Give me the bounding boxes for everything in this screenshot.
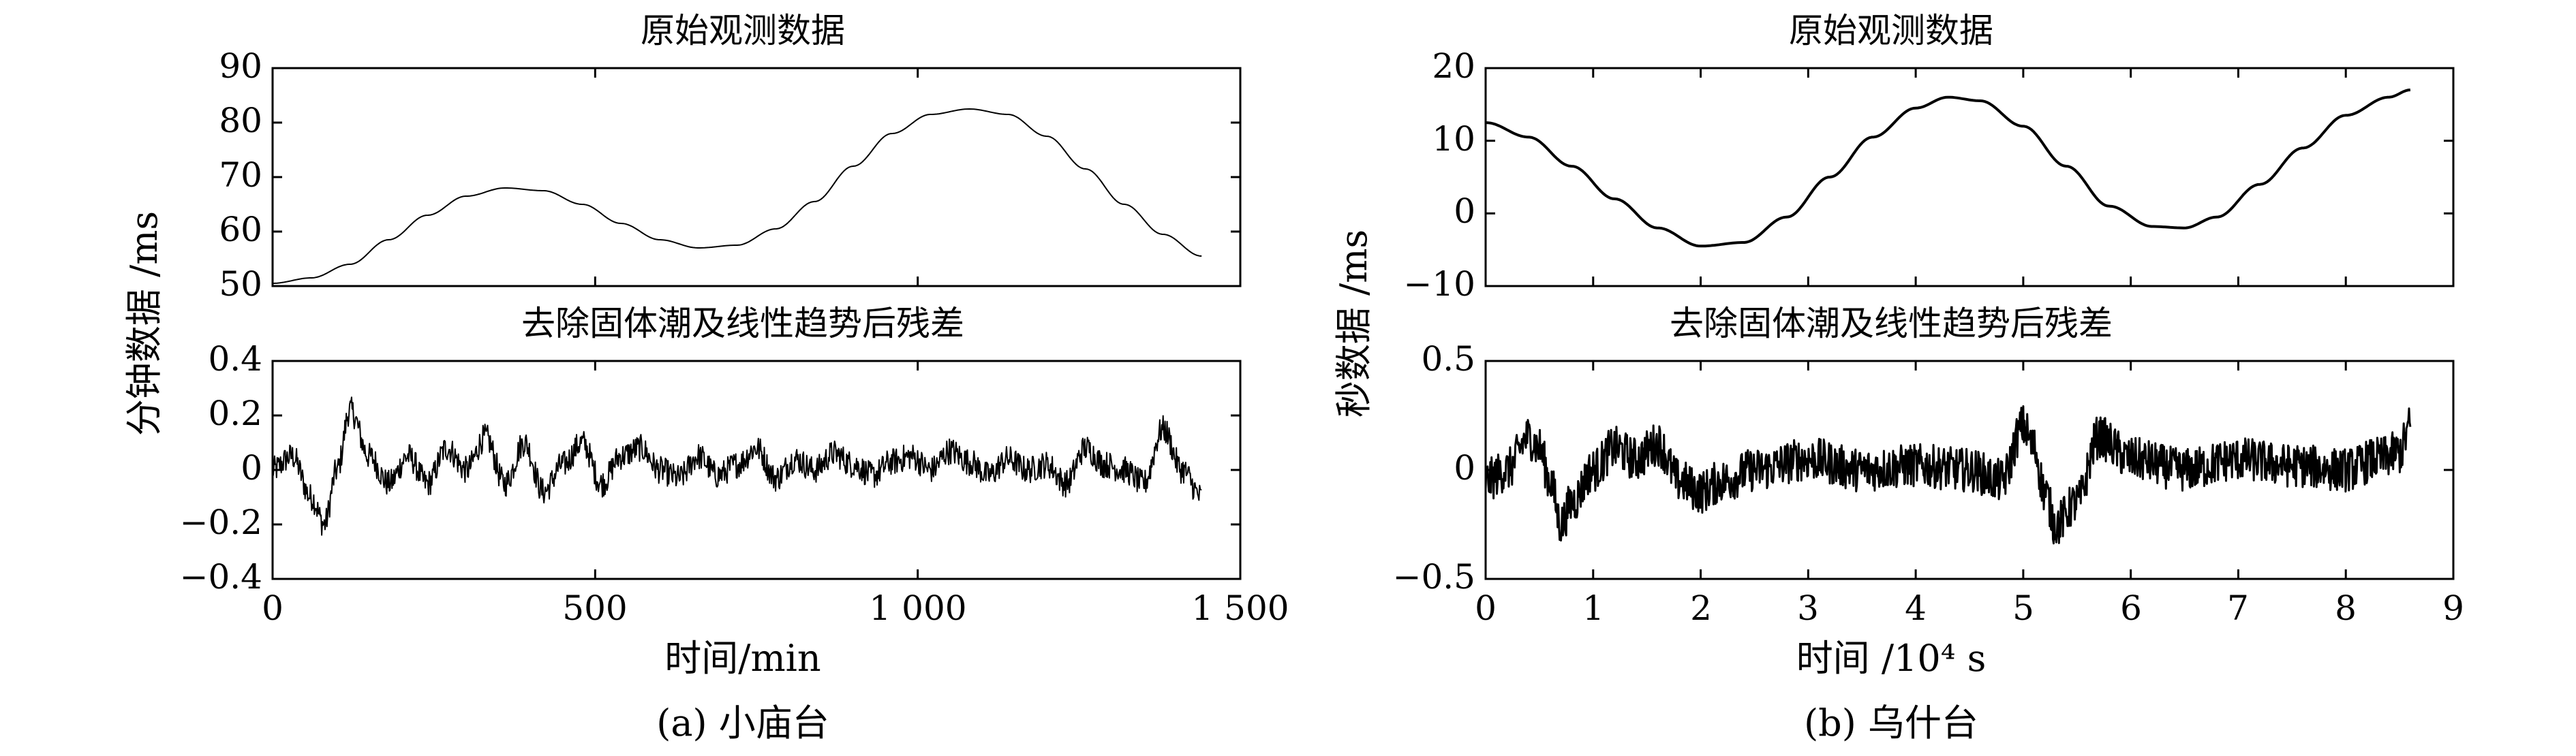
panel-a-bottom-ytick: 0 <box>241 448 262 488</box>
panel-a-top-ytick: 50 <box>219 264 262 304</box>
subfigure-b-ylabel: 秒数据 /ms <box>1332 230 1375 418</box>
panel-a-top-series-line <box>272 108 1202 284</box>
panel-b-top-ytick: 0 <box>1454 191 1475 231</box>
panel-b-top-ytick: 10 <box>1432 119 1475 159</box>
panel-b-bottom-ytick: −0.5 <box>1393 557 1475 597</box>
panel-a-top: 原始观测数据 50 60 70 80 90 <box>219 11 1242 304</box>
panel-b-bottom-ytick: 0.5 <box>1421 339 1475 379</box>
panel-b-top-series-line <box>1485 89 2411 248</box>
panel-b-top-yticks: −10 0 10 20 <box>1403 46 1475 304</box>
panel-a-top-ytick: 90 <box>219 46 262 86</box>
subfigure-b-xlabel: 时间 /10⁴ s <box>1796 637 1987 680</box>
panel-b-bottom-title: 去除固体潮及线性趋势后残差 <box>1670 304 2113 343</box>
panel-b-bottom-ytick: 0 <box>1454 448 1475 488</box>
panel-a-xtick: 0 <box>262 588 283 628</box>
panel-b-xtick: 6 <box>2120 588 2142 628</box>
panel-b-xtick: 2 <box>1690 588 1712 628</box>
panel-a-bottom-ytick: 0.4 <box>208 339 262 379</box>
panel-b-top-ytick: 20 <box>1432 46 1475 86</box>
panel-b-xtick: 7 <box>2227 588 2249 628</box>
panel-a-top-ytick: 60 <box>219 210 262 249</box>
panel-a-bottom-series-line <box>272 396 1202 536</box>
panel-b-bottom-xticks: 0 1 2 3 4 5 6 7 8 9 <box>1475 588 2464 628</box>
panel-a-bottom-ytick: −0.4 <box>180 557 262 597</box>
panel-a-bottom: 去除固体潮及线性趋势后残差 −0.4 −0.2 0 0.2 0.4 0 500 … <box>180 304 1289 628</box>
panel-a-top-yticks: 50 60 70 80 90 <box>219 46 262 304</box>
subfigure-a-caption: (a) 小庙台 <box>656 702 829 744</box>
panel-a-top-ytick: 80 <box>219 101 262 140</box>
panel-b-bottom-yticks: −0.5 0 0.5 <box>1393 339 1475 597</box>
panel-b-top: 原始观测数据 −10 0 10 20 <box>1403 11 2455 304</box>
panel-a-top-title: 原始观测数据 <box>641 11 845 50</box>
panel-a-bottom-title: 去除固体潮及线性趋势后残差 <box>521 304 964 343</box>
panel-b-xtick: 8 <box>2335 588 2357 628</box>
panel-a-bottom-ytick: −0.2 <box>180 503 262 542</box>
panel-a-xtick: 1 000 <box>869 588 966 628</box>
panel-b-bottom: 去除固体潮及线性趋势后残差 −0.5 0 0.5 0 1 2 3 4 5 6 7… <box>1393 304 2464 628</box>
panel-b-xtick: 0 <box>1475 588 1497 628</box>
panel-b-xtick: 3 <box>1797 588 1819 628</box>
panel-a-bottom-ytick: 0.2 <box>208 394 262 433</box>
subfigure-a-ylabel: 分钟数据 /ms <box>123 211 166 436</box>
axis-tick-marks <box>271 67 2455 580</box>
panel-a-xtick: 1 500 <box>1191 588 1289 628</box>
panel-b-top-ytick: −10 <box>1403 264 1475 304</box>
panel-b-bottom-series-line <box>1484 405 2412 545</box>
subfigure-b-caption: (b) 乌什台 <box>1804 702 1978 744</box>
panel-b-top-title: 原始观测数据 <box>1789 11 1993 50</box>
panel-a-top-ytick: 70 <box>219 155 262 195</box>
subfigure-b: 原始观测数据 −10 0 10 20 去除固体潮及线性趋势后残差 −0.5 0 … <box>1332 11 2464 744</box>
panel-a-bottom-xticks: 0 500 1 000 1 500 <box>262 588 1289 628</box>
panel-b-xtick: 5 <box>2012 588 2034 628</box>
panel-b-top-frame <box>1484 67 2455 287</box>
panel-a-bottom-yticks: −0.4 −0.2 0 0.2 0.4 <box>180 339 262 597</box>
subfigure-a: 原始观测数据 50 60 70 80 90 去除固体潮及线性趋势后残差 −0.4… <box>123 11 1289 744</box>
panel-a-xtick: 500 <box>562 588 627 628</box>
panel-b-xtick: 4 <box>1905 588 1927 628</box>
panel-a-bottom-frame <box>271 360 1242 580</box>
panel-b-xtick: 1 <box>1582 588 1604 628</box>
panel-a-top-frame <box>271 67 1242 287</box>
panel-b-xtick: 9 <box>2442 588 2464 628</box>
subfigure-a-xlabel: 时间/min <box>664 637 821 680</box>
